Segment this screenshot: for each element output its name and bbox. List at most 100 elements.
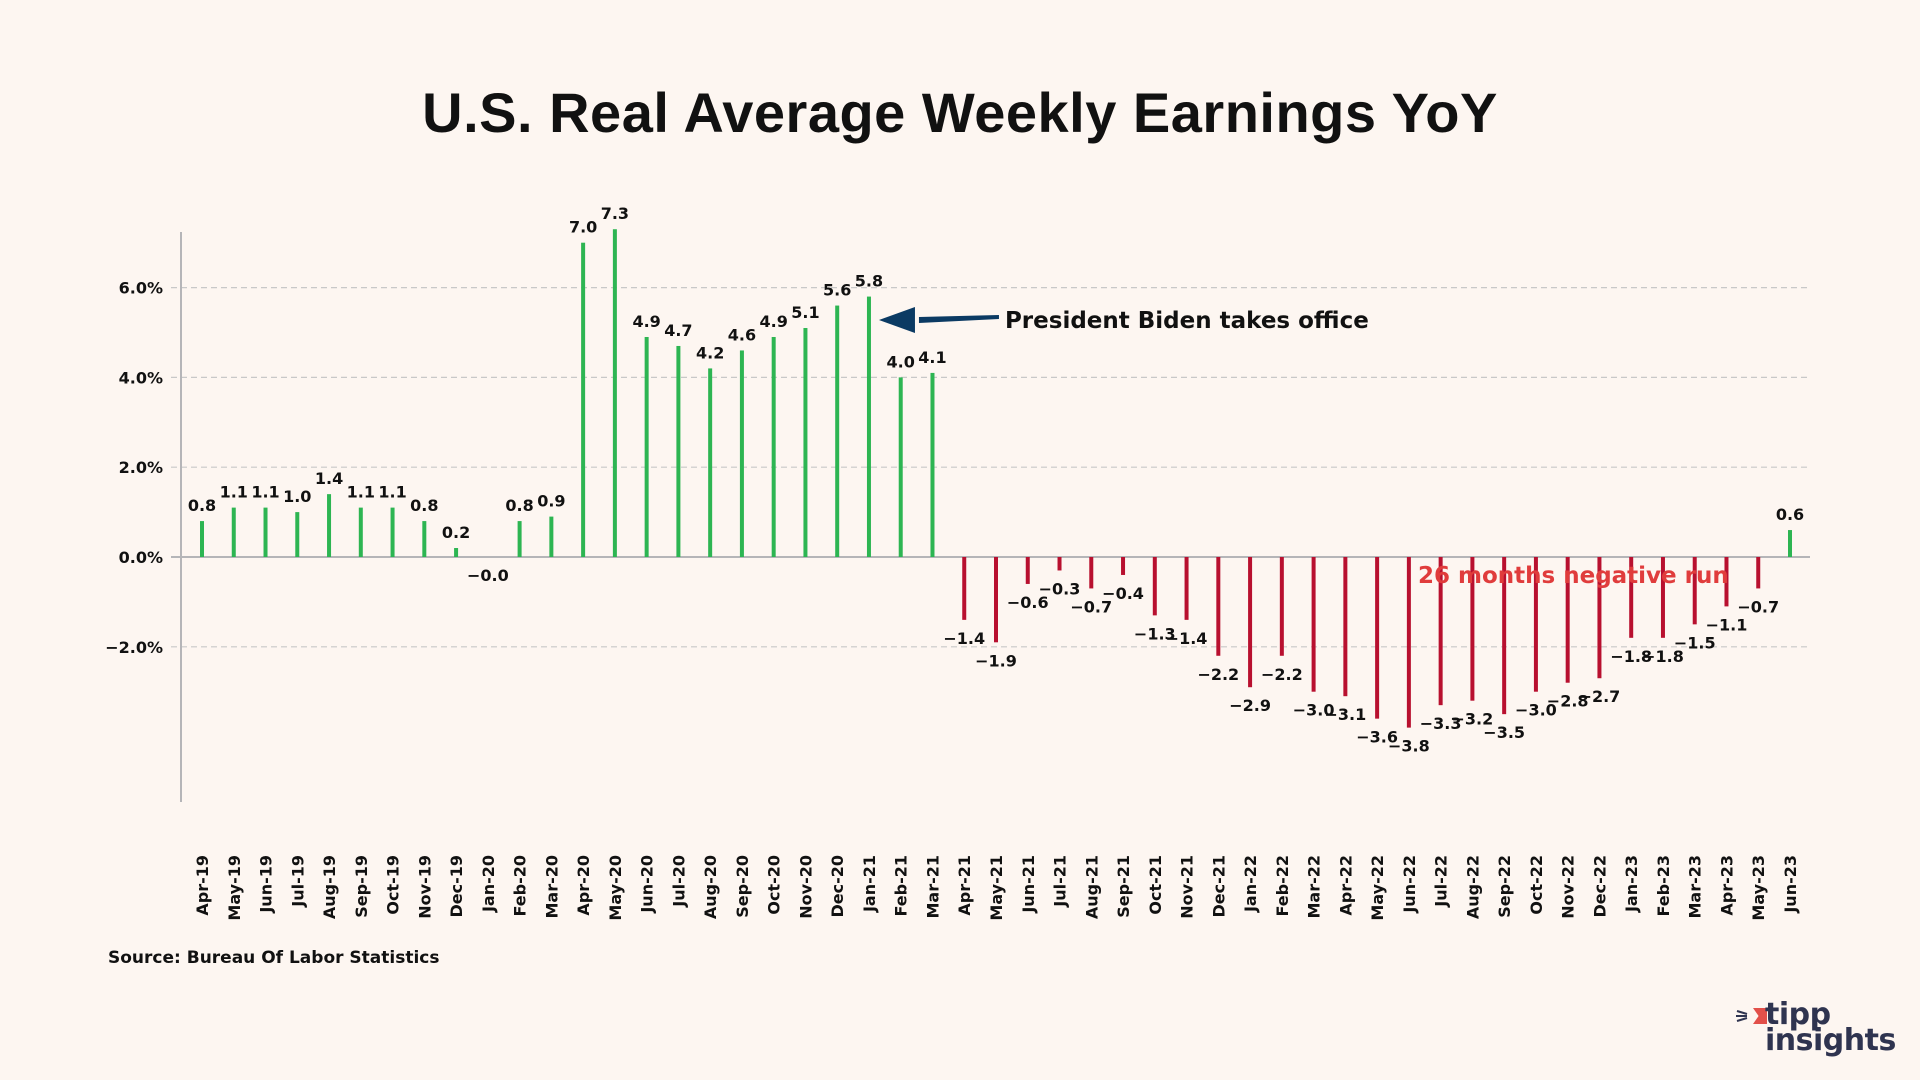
value-label: 4.0 <box>887 352 915 371</box>
x-tick-label: Dec-21 <box>1209 855 1228 918</box>
value-label: 5.8 <box>855 272 883 291</box>
x-tick-label: Jun-19 <box>257 855 276 914</box>
value-label: −2.2 <box>1261 665 1303 684</box>
value-label: 7.0 <box>569 218 597 237</box>
x-tick-label: Aug-21 <box>1082 855 1101 919</box>
x-tick-label: Oct-21 <box>1146 855 1165 915</box>
logo-rays-icon <box>1736 1010 1748 1022</box>
bar-oct-22 <box>1533 557 1538 692</box>
bar-nov-22 <box>1565 557 1570 683</box>
value-label: 0.8 <box>505 496 533 515</box>
value-label: 1.1 <box>347 483 375 502</box>
x-tick-label: May-19 <box>225 855 244 921</box>
x-tick-label: Feb-22 <box>1273 855 1292 917</box>
bar-dec-22 <box>1597 557 1602 679</box>
x-tick-label: Jun-21 <box>1019 855 1038 914</box>
bar-oct-19 <box>390 507 395 557</box>
value-label: −0.6 <box>1007 593 1049 612</box>
bar-feb-21 <box>898 377 903 557</box>
value-label: −1.9 <box>975 651 1017 670</box>
value-label: 4.9 <box>632 312 660 331</box>
x-tick-label: May-22 <box>1368 855 1387 921</box>
bar-nov-21 <box>1184 557 1189 620</box>
bar-aug-20 <box>708 368 713 557</box>
bar-mar-20 <box>549 516 554 557</box>
value-label: 4.7 <box>664 321 692 340</box>
x-tick-label: Jan-20 <box>479 855 498 913</box>
value-label: −1.3 <box>1134 624 1176 643</box>
x-tick-label: Apr-23 <box>1717 855 1736 916</box>
x-tick-label: Feb-23 <box>1654 855 1673 917</box>
value-label: −2.9 <box>1229 696 1271 715</box>
value-label: −3.1 <box>1324 705 1366 724</box>
bar-oct-21 <box>1152 557 1157 616</box>
value-label: 4.6 <box>728 325 756 344</box>
bar-jun-23 <box>1788 530 1792 557</box>
x-tick-label: Jan-22 <box>1241 855 1260 913</box>
value-label: −3.3 <box>1420 714 1462 733</box>
y-tick-label: −2.0% <box>105 638 163 657</box>
x-axis-labels: Apr-19 May-19 Jun-19 Jul-19 Aug-19 Sep-19 Oct-… <box>193 855 1800 921</box>
bar-may-19 <box>231 507 236 557</box>
value-label: 4.2 <box>696 343 724 362</box>
x-tick-label: Sep-21 <box>1114 855 1133 918</box>
value-label: 0.6 <box>1776 505 1804 524</box>
x-tick-label: Nov-20 <box>796 855 815 919</box>
x-tick-label: Mar-23 <box>1686 855 1705 919</box>
value-label: −2.8 <box>1547 692 1589 711</box>
value-label: −3.5 <box>1483 723 1525 742</box>
bar-jan-23 <box>1629 557 1634 638</box>
x-tick-label: Jul-22 <box>1432 855 1451 908</box>
bar-apr-19 <box>200 521 204 557</box>
value-label: −0.0 <box>467 566 509 585</box>
value-label: 7.3 <box>601 204 629 223</box>
value-label: −1.4 <box>1166 629 1208 648</box>
bar-dec-20 <box>835 305 840 557</box>
bar-may-23 <box>1756 557 1761 589</box>
x-tick-label: Jun-22 <box>1400 855 1419 914</box>
x-tick-label: Nov-19 <box>415 855 434 919</box>
bar-jul-22 <box>1438 557 1443 706</box>
x-tick-label: Dec-19 <box>447 855 466 918</box>
bar-aug-21 <box>1089 557 1094 589</box>
bar-mar-21 <box>930 372 935 557</box>
annotations: President Biden takes office 26 months ne… <box>878 307 1729 589</box>
value-labels: 0.81.1 1.1 1.01.41.1 1.10.80.2−0.00.8 0.97.0… <box>188 204 1804 755</box>
value-label: −0.3 <box>1039 579 1081 598</box>
bar-apr-23 <box>1724 557 1729 607</box>
x-tick-label: Jan-23 <box>1622 855 1641 913</box>
bar-nov-20 <box>803 328 808 557</box>
value-label: −1.8 <box>1642 647 1684 666</box>
x-tick-label: Jun-20 <box>638 855 657 914</box>
arrow-left-icon <box>878 307 915 333</box>
arrow-shaft <box>918 315 999 323</box>
bar-dec-19 <box>454 548 459 557</box>
x-tick-label: May-21 <box>987 855 1006 921</box>
gridlines <box>171 287 1810 648</box>
value-label: 0.2 <box>442 523 470 542</box>
bar-aug-22 <box>1470 557 1475 701</box>
bar-jan-22 <box>1248 557 1253 688</box>
x-tick-label: Mar-20 <box>542 855 561 919</box>
logo-text-insights: insights <box>1765 1023 1896 1058</box>
value-label: −1.5 <box>1674 633 1716 652</box>
bar-may-20 <box>612 229 617 558</box>
value-label: −3.8 <box>1388 737 1430 756</box>
value-label: −1.4 <box>943 629 985 648</box>
bar-jun-19 <box>263 507 268 557</box>
x-tick-label: Oct-19 <box>384 855 403 915</box>
value-label: −0.7 <box>1070 597 1112 616</box>
x-tick-label: Jan-21 <box>860 855 879 913</box>
x-tick-label: Dec-22 <box>1590 855 1609 918</box>
value-label: 1.1 <box>251 483 279 502</box>
value-label: 4.9 <box>760 312 788 331</box>
x-tick-label: Jul-20 <box>669 855 688 908</box>
x-tick-label: Mar-21 <box>923 855 942 919</box>
value-label: −3.0 <box>1293 701 1335 720</box>
bar-jan-21 <box>866 296 871 557</box>
x-tick-label: Sep-19 <box>352 855 371 918</box>
bar-feb-22 <box>1279 557 1284 656</box>
x-tick-label: Aug-20 <box>701 855 720 919</box>
x-tick-label: Aug-19 <box>320 855 339 919</box>
bar-mar-23 <box>1692 557 1697 625</box>
